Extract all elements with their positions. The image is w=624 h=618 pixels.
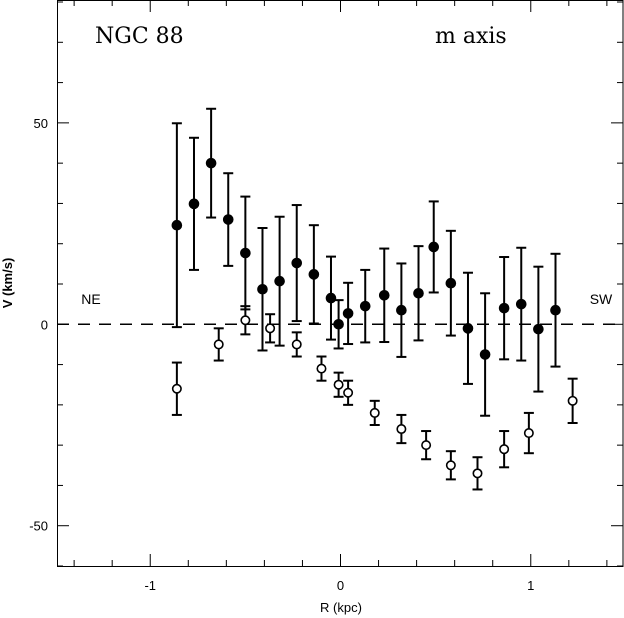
filled-data-point [359,300,371,312]
open-data-point [445,460,456,471]
filled-data-point [342,308,354,319]
open-data-point [567,395,578,406]
filled-data-point [479,349,491,360]
filled-data-point [274,275,285,287]
open-data-point [291,339,302,350]
open-data-point [265,323,276,334]
filled-data-point [188,198,200,210]
open-data-point [369,407,380,418]
open-data-point [499,444,510,455]
filled-data-point [550,304,561,316]
filled-data-point [413,287,424,299]
x-tick-label: 1 [527,578,534,593]
filled-data-point [396,304,407,316]
filled-data-point [498,302,510,314]
open-data-point [472,468,483,479]
filled-data-point [291,257,303,269]
filled-data-point [462,323,474,334]
filled-data-point [205,157,217,169]
open-data-point [240,315,251,326]
filled-data-point [333,318,344,330]
filled-data-point [378,289,390,301]
x-tick-label: -1 [144,578,156,593]
open-data-point [523,428,534,439]
filled-data-point [222,214,234,225]
filled-data-point [515,298,527,310]
filled-data-point [428,241,440,253]
filled-data-point [240,247,251,259]
open-data-point [333,379,344,390]
filled-data-point [533,323,544,335]
filled-data-point [445,277,457,289]
filled-data-point [171,219,183,231]
annotation-ne: NE [81,291,100,307]
x-tick-label: 0 [337,578,344,593]
annotation-sw: SW [590,291,613,307]
open-data-point [213,339,224,350]
open-data-point [343,387,354,398]
filled-data-point [308,269,320,280]
open-data-point [421,440,432,451]
open-data-point [316,363,327,374]
y-axis-label: V (km/s) [0,258,15,309]
x-axis-label: R (kpc) [320,600,362,615]
filled-data-point [257,283,268,295]
y-tick-label: 50 [34,116,48,131]
chart-subtitle: m axis [435,24,507,49]
y-tick-label: -50 [29,519,48,534]
y-tick-label: 0 [41,317,48,332]
chart-title: NGC 88 [95,24,184,49]
filled-data-point [325,292,337,304]
open-data-point [396,424,407,435]
open-data-point [171,383,182,394]
